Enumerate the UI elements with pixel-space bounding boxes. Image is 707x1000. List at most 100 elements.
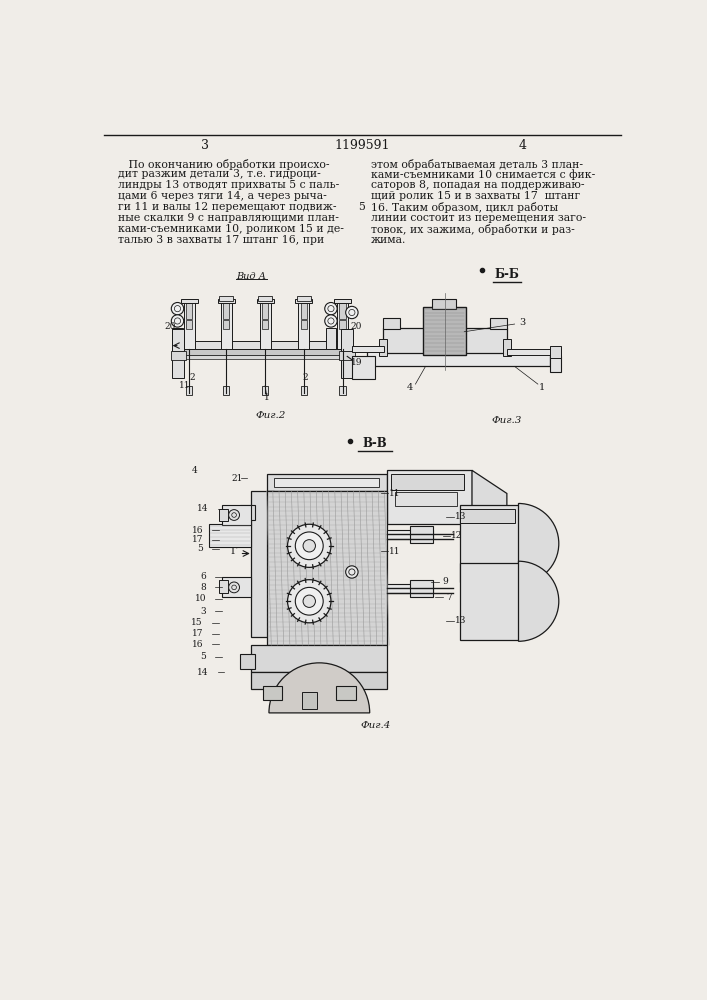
Bar (298, 301, 309, 349)
Bar (218, 509, 228, 521)
Bar (174, 341, 352, 349)
Bar (174, 355, 352, 359)
Text: щий ролик 15 и в захваты 17  штанг: щий ролик 15 и в захваты 17 штанг (371, 191, 580, 201)
Text: талью 3 в захваты 17 штанг 16, при: талью 3 в захваты 17 штанг 16, при (118, 235, 324, 245)
Bar (379, 339, 387, 356)
Text: 2: 2 (303, 373, 308, 382)
Text: 9: 9 (442, 578, 448, 586)
Bar (423, 307, 466, 355)
Bar (267, 491, 387, 645)
Text: 10: 10 (194, 594, 206, 603)
Bar (334, 299, 351, 303)
Bar (172, 328, 183, 349)
Text: Б-Б: Б-Б (494, 267, 520, 280)
Bar (186, 386, 192, 395)
Bar (460, 505, 518, 582)
Bar (240, 654, 255, 669)
Bar (186, 303, 192, 319)
Bar (223, 320, 230, 329)
Circle shape (303, 540, 315, 552)
Circle shape (288, 524, 331, 567)
Bar (174, 306, 182, 310)
Text: 12: 12 (451, 531, 462, 540)
Bar (301, 692, 317, 709)
Bar (258, 296, 272, 301)
Text: 3: 3 (519, 318, 525, 327)
Text: 5: 5 (197, 544, 203, 553)
Bar (327, 318, 335, 323)
Circle shape (296, 532, 323, 560)
Bar (410, 526, 433, 543)
Bar (300, 320, 307, 329)
Bar (503, 339, 510, 356)
Bar (296, 299, 312, 303)
Circle shape (228, 582, 240, 593)
Circle shape (346, 566, 358, 578)
Bar (352, 346, 385, 352)
Text: ками-съемниками 10, роликом 15 и де-: ками-съемниками 10, роликом 15 и де- (118, 224, 344, 234)
Bar (263, 686, 282, 700)
Text: 21: 21 (232, 474, 243, 483)
Bar (262, 320, 268, 329)
Bar (341, 359, 354, 378)
Text: 15: 15 (192, 618, 203, 627)
Bar (460, 509, 515, 523)
Bar (267, 474, 387, 491)
Text: 13: 13 (455, 512, 466, 521)
Bar (460, 563, 518, 640)
Text: 1: 1 (539, 383, 545, 392)
Bar (297, 296, 311, 301)
Text: товок, их зажима, обработки и раз-: товок, их зажима, обработки и раз- (371, 224, 575, 235)
Text: Г: Г (230, 547, 237, 556)
Text: 3: 3 (201, 139, 209, 152)
Text: 4: 4 (407, 383, 413, 392)
Bar (339, 351, 355, 360)
Text: 11: 11 (389, 547, 400, 556)
Text: 11: 11 (179, 381, 190, 390)
Text: В-В: В-В (363, 437, 387, 450)
Bar (222, 577, 251, 597)
Text: 19: 19 (351, 358, 362, 367)
Text: линии состоит из перемещения заго-: линии состоит из перемещения заго- (371, 213, 586, 223)
Bar (337, 301, 348, 349)
Bar (180, 299, 198, 303)
Circle shape (296, 587, 323, 615)
Bar (218, 299, 235, 303)
Bar (339, 386, 346, 395)
Text: Фиг.2: Фиг.2 (255, 411, 286, 420)
Text: 17: 17 (192, 535, 203, 544)
Text: 7: 7 (446, 593, 452, 602)
Text: 5: 5 (200, 652, 206, 661)
Text: дит разжим детали 3, т.е. гидроци-: дит разжим детали 3, т.е. гидроци- (118, 169, 320, 179)
Bar (262, 386, 268, 395)
Bar (223, 386, 230, 395)
Text: 3: 3 (201, 607, 206, 616)
Bar (184, 301, 194, 349)
Wedge shape (269, 663, 370, 713)
Text: 13: 13 (455, 616, 466, 625)
Bar (410, 580, 433, 597)
Bar (259, 301, 271, 349)
Bar (170, 351, 186, 360)
Bar (218, 580, 228, 593)
Circle shape (325, 315, 337, 327)
Text: 1: 1 (264, 393, 269, 402)
Wedge shape (518, 561, 559, 641)
Bar (300, 386, 307, 395)
Text: По окончанию обработки происхо-: По окончанию обработки происхо- (118, 158, 329, 169)
Bar (387, 470, 472, 524)
Bar (172, 329, 185, 351)
Bar (219, 296, 233, 301)
Wedge shape (518, 503, 559, 584)
Bar (339, 320, 346, 329)
Circle shape (171, 315, 184, 327)
Text: 14: 14 (197, 504, 209, 513)
Bar (262, 303, 268, 319)
Bar (352, 356, 375, 379)
Bar (433, 299, 456, 309)
Polygon shape (472, 470, 507, 524)
Text: саторов 8, попадая на поддерживаю-: саторов 8, попадая на поддерживаю- (371, 180, 585, 190)
Bar (337, 686, 356, 700)
Bar (172, 359, 185, 378)
Text: ные скалки 9 с направляющими план-: ные скалки 9 с направляющими план- (118, 213, 339, 223)
